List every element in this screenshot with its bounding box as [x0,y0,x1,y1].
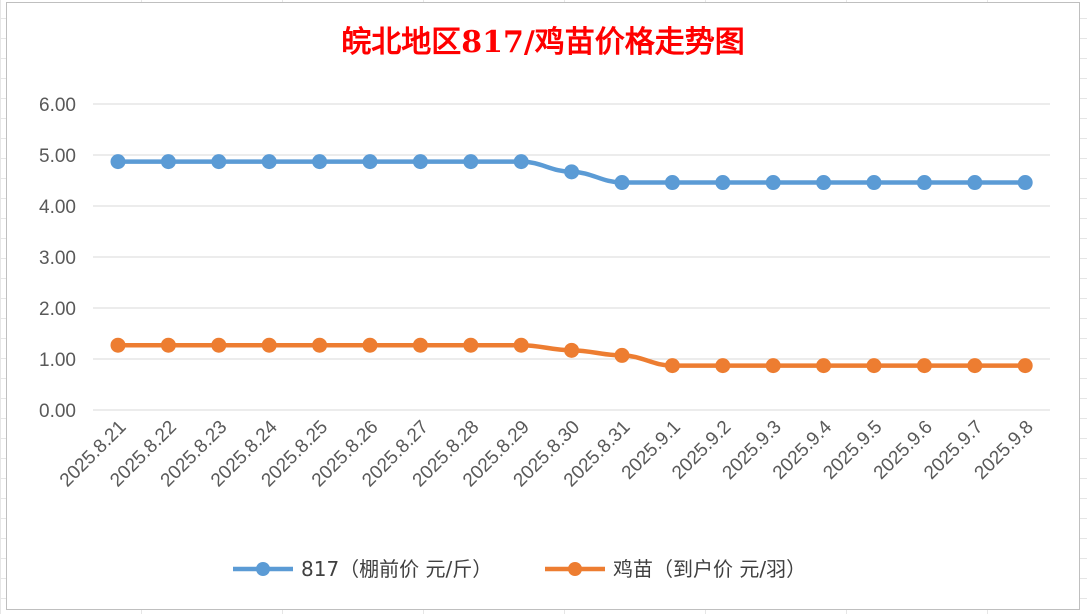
data-point [362,337,378,353]
data-point [463,337,479,353]
y-tick-label: 1.00 [39,350,76,371]
x-axis-ticks: 2025.8.212025.8.222025.8.232025.8.242025… [56,416,1038,491]
y-tick-label: 0.00 [39,401,76,422]
y-tick-label: 5.00 [39,146,76,167]
data-point [564,164,580,180]
data-point [1017,358,1033,374]
data-point [362,154,378,170]
y-tick-label: 2.00 [39,299,76,320]
data-point [110,154,126,170]
data-point [261,337,277,353]
data-point [715,175,731,191]
legend-marker [256,562,270,576]
legend-item[interactable]: 817（棚前价 元/斤） [233,557,492,581]
gridlines [93,103,1050,411]
data-point [664,175,680,191]
data-point [866,358,882,374]
data-point [1017,175,1033,191]
data-point [261,154,277,170]
legend-marker [568,562,582,576]
data-point [614,347,630,363]
data-point [816,358,832,374]
data-point [110,337,126,353]
series-layer [110,154,1033,374]
data-point [513,337,529,353]
y-tick-label: 3.00 [39,248,76,269]
legend-item[interactable]: 鸡苗（到户价 元/羽） [545,557,806,581]
data-point [916,175,932,191]
data-point [967,175,983,191]
data-point [564,342,580,358]
data-point [412,337,428,353]
y-tick-label: 4.00 [39,197,76,218]
legend-label: 鸡苗（到户价 元/羽） [613,557,806,581]
data-point [463,154,479,170]
chart-area[interactable] [6,2,1080,610]
data-point [866,175,882,191]
data-point [160,154,176,170]
data-point [816,175,832,191]
legend-label: 817（棚前价 元/斤） [301,557,492,581]
data-point [765,358,781,374]
y-axis-ticks: 0.00 1.00 2.00 3.00 4.00 5.00 6.00 [39,95,76,422]
data-point [312,154,328,170]
data-point [664,358,680,374]
data-point [715,358,731,374]
chart-title: 皖北地区817/鸡苗价格走势图 [341,25,745,60]
data-point [967,358,983,374]
data-point [312,337,328,353]
data-point [211,154,227,170]
y-tick-label: 6.00 [39,95,76,116]
data-point [412,154,428,170]
data-point [916,358,932,374]
data-point [211,337,227,353]
data-point [614,175,630,191]
series [110,337,1033,374]
data-point [513,154,529,170]
series [110,154,1033,191]
data-point [160,337,176,353]
legend[interactable]: 817（棚前价 元/斤） 鸡苗（到户价 元/羽） [233,557,806,581]
data-point [765,175,781,191]
